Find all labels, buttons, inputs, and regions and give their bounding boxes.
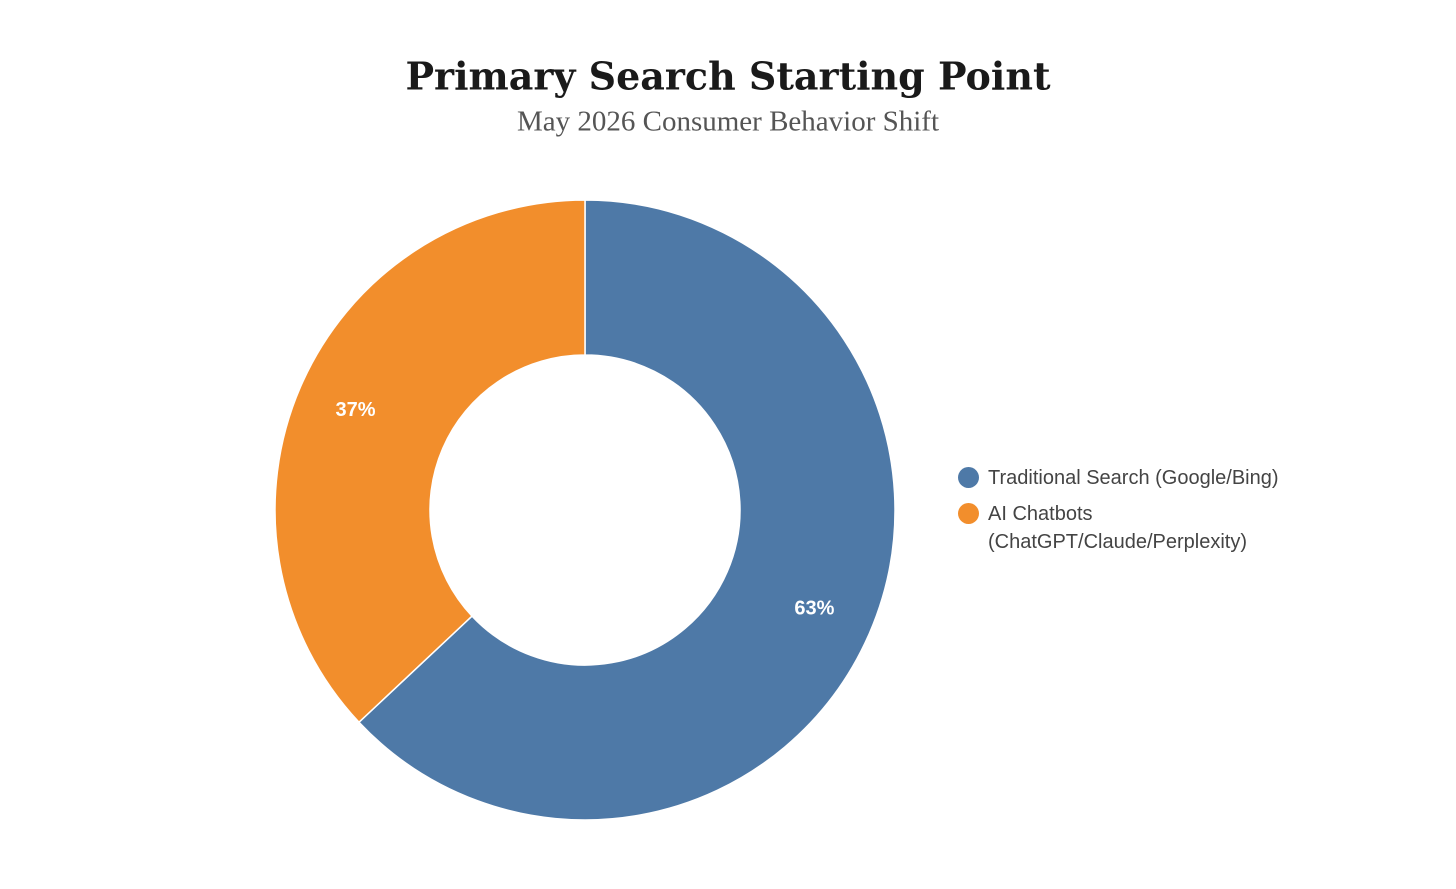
legend-label: AI Chatbots (ChatGPT/Claude/Perplexity) <box>988 503 1247 553</box>
legend: Traditional Search (Google/Bing) AI Chatb… <box>958 464 1298 564</box>
legend-item: Traditional Search (Google/Bing) <box>958 464 1298 492</box>
donut-slice <box>357 199 896 821</box>
legend-swatch <box>958 503 979 524</box>
legend-label: Traditional Search (Google/Bing) <box>988 467 1279 489</box>
slice-label: 63% <box>794 598 834 620</box>
chart-title: Primary Search Starting Point <box>405 54 1050 99</box>
donut-slice <box>274 199 586 724</box>
slice-label: 37% <box>336 399 376 421</box>
legend-item: AI Chatbots (ChatGPT/Claude/Perplexity) <box>958 500 1298 556</box>
chart-subtitle: May 2026 Consumer Behavior Shift <box>517 106 939 138</box>
legend-swatch <box>958 467 979 488</box>
